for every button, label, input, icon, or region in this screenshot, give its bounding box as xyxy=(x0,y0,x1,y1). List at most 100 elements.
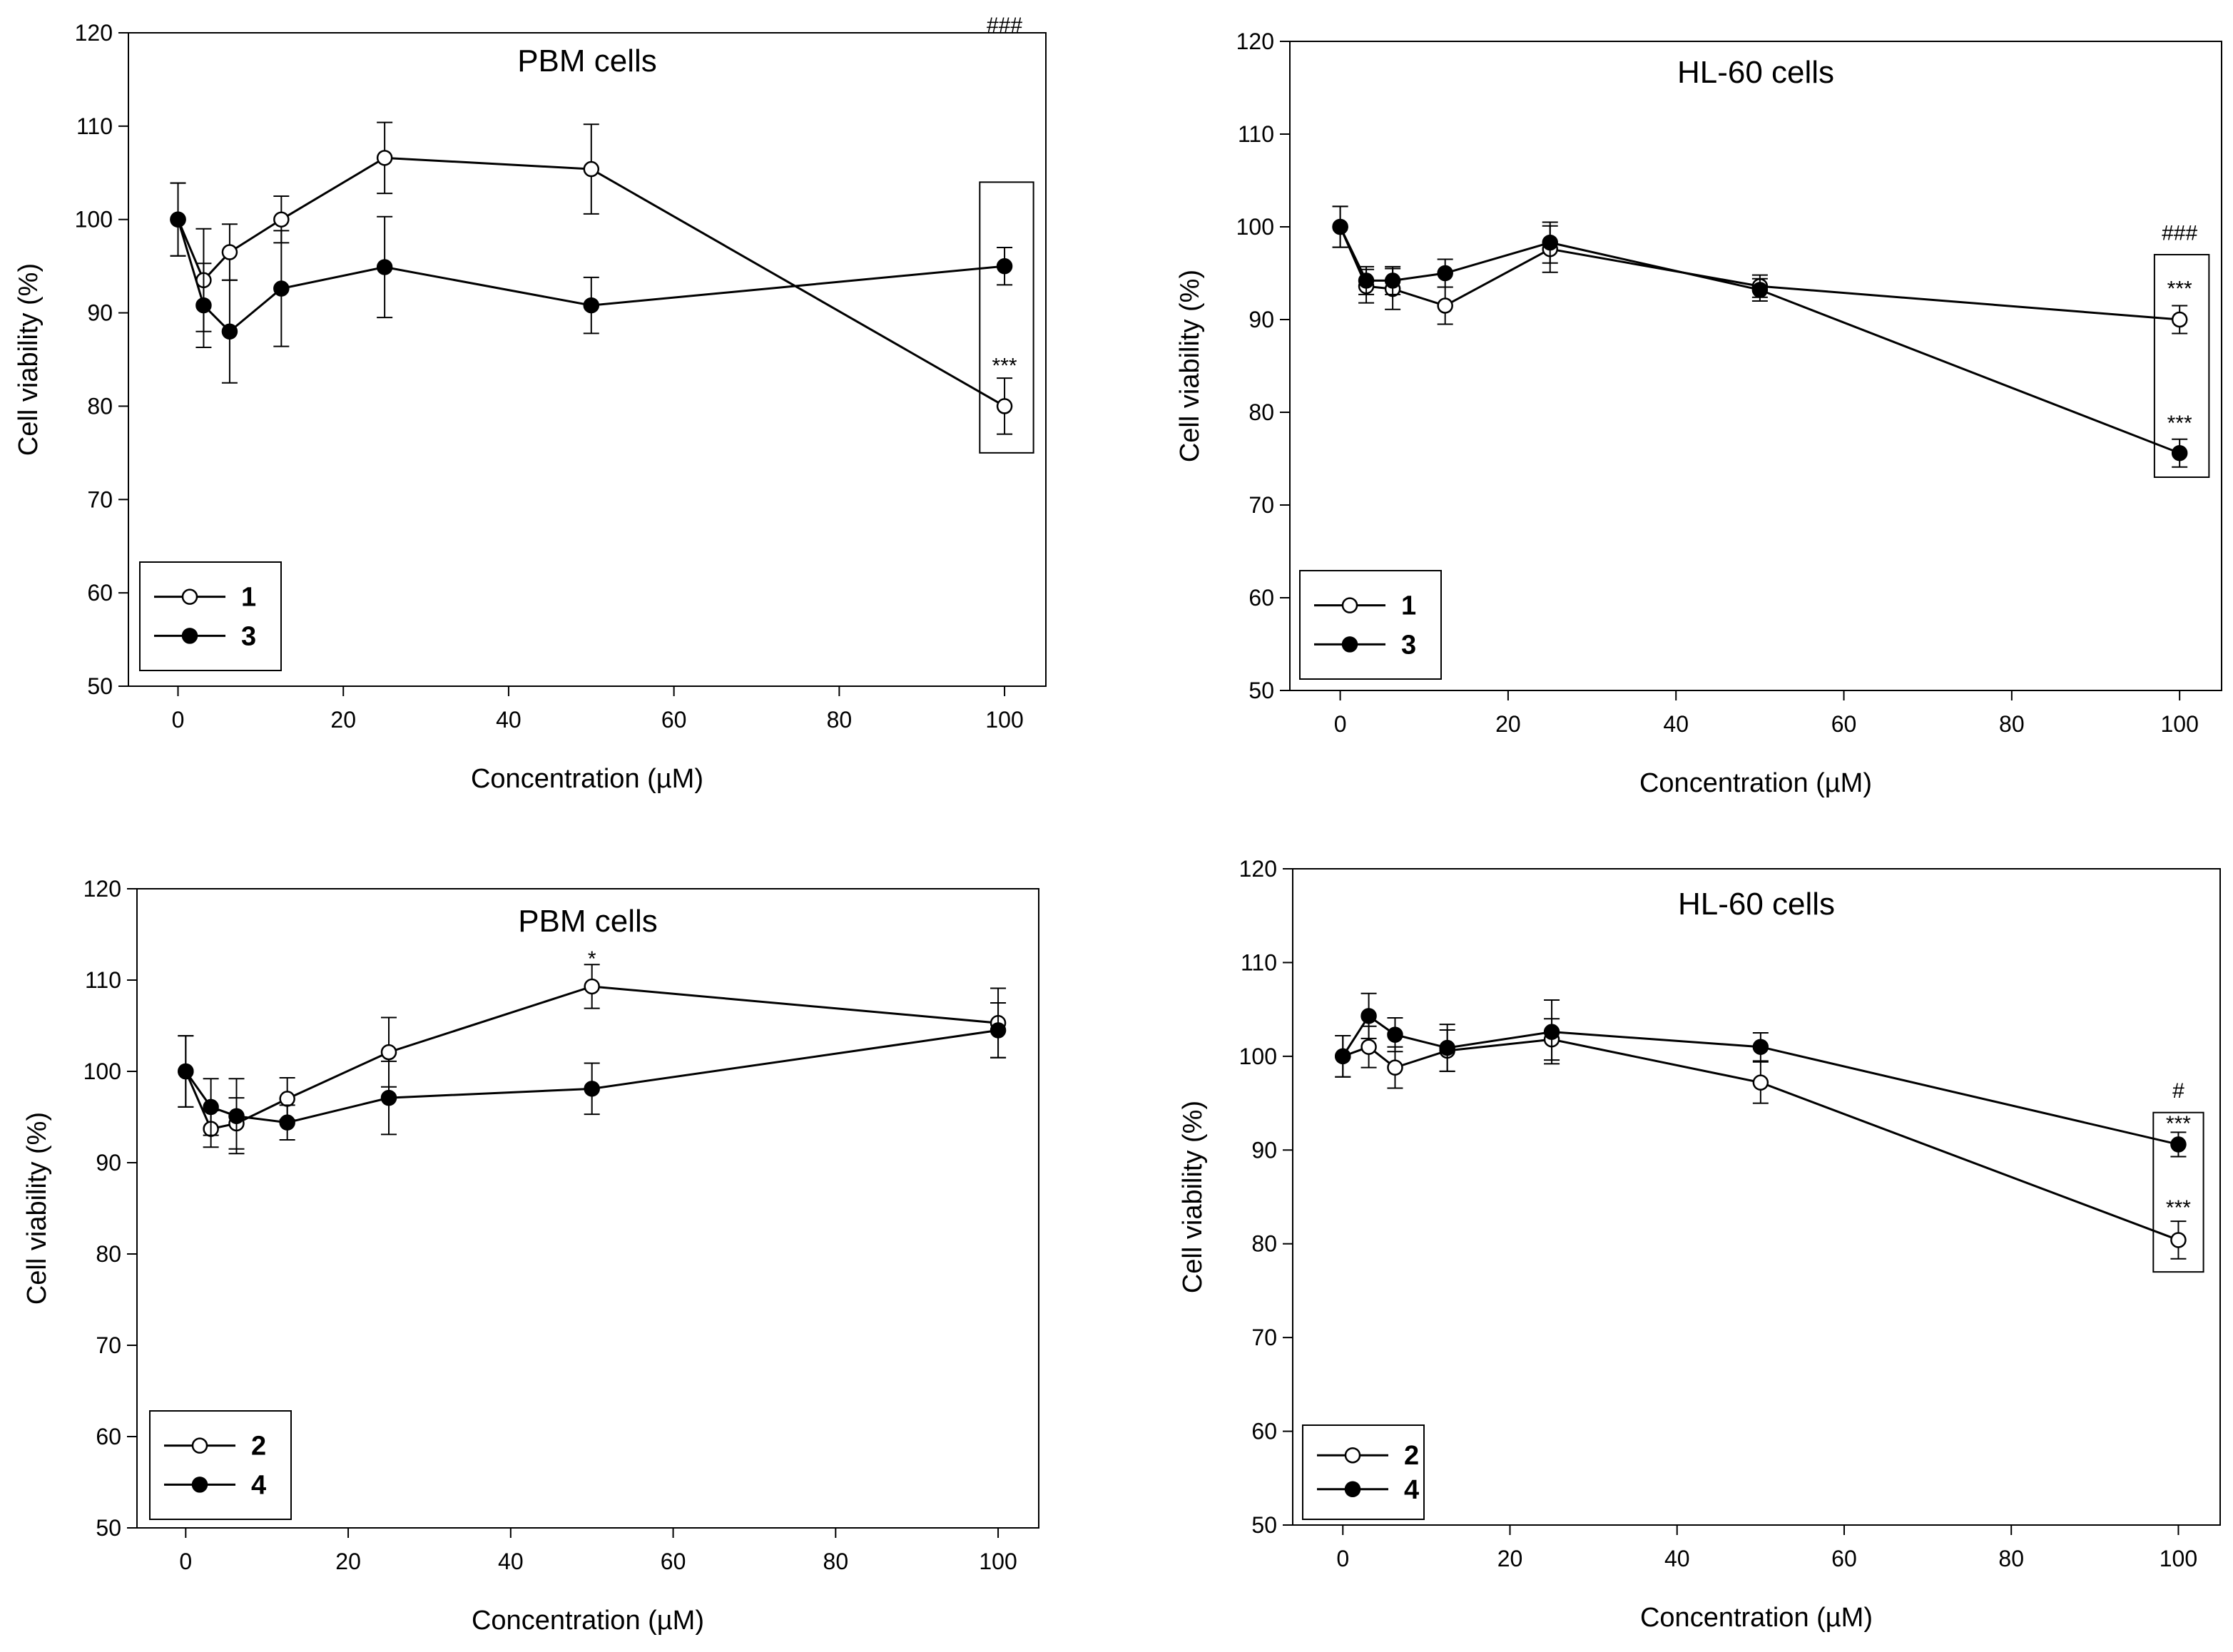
y-tick-label: 90 xyxy=(1251,1137,1277,1163)
data-point-4 xyxy=(228,1108,245,1124)
data-point-3 xyxy=(170,211,186,228)
legend-box xyxy=(149,1410,292,1520)
x-tick-label: 20 xyxy=(1495,711,1521,737)
significance-annotation: *** xyxy=(2167,412,2192,435)
legend-marker-4 xyxy=(1344,1481,1361,1498)
data-point-4 xyxy=(2170,1136,2187,1153)
data-point-2 xyxy=(584,978,600,995)
x-axis-label: Concentration (µM) xyxy=(471,764,703,794)
y-tick-label: 50 xyxy=(87,673,113,699)
data-point-2 xyxy=(2170,1232,2187,1248)
chart-title: HL-60 cells xyxy=(1678,887,1835,922)
data-point-3 xyxy=(273,280,290,297)
y-tick-label: 50 xyxy=(96,1515,121,1541)
chart-d-hl60-cells-2-4: 50 60 70 80 90 100 110 120 0 20 40 60 80 100 HL-60 cel… xyxy=(1178,856,2221,1633)
x-tick-label: 100 xyxy=(2160,711,2198,737)
data-point-2 xyxy=(1752,1074,1769,1091)
y-tick-label: 80 xyxy=(1248,399,1274,425)
significance-annotation: # xyxy=(2172,1079,2184,1103)
data-point-4 xyxy=(1335,1048,1351,1065)
y-axis-label: Cell viability (%) xyxy=(1178,1101,1208,1293)
x-tick-label: 0 xyxy=(1336,1546,1349,1571)
chart-title: PBM cells xyxy=(517,44,657,78)
y-tick-label: 60 xyxy=(87,580,113,606)
significance-annotation: *** xyxy=(2166,1112,2191,1136)
x-tick-label: 20 xyxy=(1497,1546,1523,1571)
series-line-3 xyxy=(1339,226,2180,454)
legend-label-1: 1 xyxy=(1401,591,1416,621)
data-point-1 xyxy=(583,160,600,178)
x-tick-label: 60 xyxy=(661,707,687,733)
legend-label-4: 4 xyxy=(1404,1475,1419,1505)
x-axis-label: Concentration (µM) xyxy=(472,1606,704,1636)
y-tick-label: 120 xyxy=(75,20,113,46)
plot-frame xyxy=(136,888,1039,1529)
y-tick-label: 80 xyxy=(96,1241,121,1267)
y-tick-label: 120 xyxy=(83,876,121,902)
data-point-1 xyxy=(2171,311,2188,328)
y-tick-label: 120 xyxy=(1236,29,1274,54)
x-tick-label: 80 xyxy=(1998,1546,2024,1571)
legend-label-1: 1 xyxy=(241,583,256,613)
data-point-3 xyxy=(1542,234,1558,251)
y-tick-label: 100 xyxy=(75,207,113,233)
legend-box xyxy=(139,561,282,671)
data-point-3 xyxy=(195,297,212,314)
x-tick-label: 80 xyxy=(1999,711,2025,737)
data-point-4 xyxy=(1439,1039,1455,1056)
legend-label-4: 4 xyxy=(251,1470,266,1500)
x-tick-label: 40 xyxy=(1664,1546,1690,1571)
x-tick-label: 20 xyxy=(335,1549,361,1574)
data-point-3 xyxy=(221,323,238,340)
data-point-3 xyxy=(2171,444,2188,462)
x-tick-label: 20 xyxy=(330,707,356,733)
y-tick-label: 100 xyxy=(1239,1044,1277,1069)
data-point-4 xyxy=(203,1098,219,1116)
data-point-3 xyxy=(1332,218,1348,235)
y-axis-label: Cell viability (%) xyxy=(22,1112,52,1305)
significance-box xyxy=(979,181,1034,454)
y-tick-label: 80 xyxy=(87,393,113,419)
data-point-4 xyxy=(1387,1026,1403,1043)
legend-marker-2 xyxy=(1344,1447,1361,1464)
x-tick-label: 40 xyxy=(1663,711,1689,737)
data-point-2 xyxy=(1387,1059,1403,1076)
y-tick-label: 70 xyxy=(1251,1325,1277,1350)
significance-annotation: *** xyxy=(2167,277,2192,301)
data-point-4 xyxy=(178,1063,194,1080)
y-tick-label: 70 xyxy=(1248,492,1274,518)
y-tick-label: 60 xyxy=(1251,1419,1277,1444)
significance-annotation: ### xyxy=(2162,222,2197,245)
y-tick-label: 70 xyxy=(87,486,113,512)
data-point-2 xyxy=(279,1091,295,1107)
y-tick-label: 110 xyxy=(85,967,121,993)
significance-annotation: * xyxy=(588,947,596,971)
data-point-4 xyxy=(1543,1024,1560,1040)
x-tick-label: 80 xyxy=(827,707,853,733)
x-axis-label: Concentration (µM) xyxy=(1639,768,1872,798)
legend-label-3: 3 xyxy=(1401,630,1416,660)
data-point-1 xyxy=(273,211,290,228)
data-point-4 xyxy=(279,1114,295,1131)
y-tick-label: 90 xyxy=(96,1150,121,1176)
chart-b-hl60-cells-1-3: 50 60 70 80 90 100 110 120 0 20 40 60 80 100 HL-60 cel… xyxy=(1175,29,2222,798)
legend-marker-4 xyxy=(191,1477,208,1493)
data-point-2 xyxy=(1360,1039,1377,1055)
legend-label-3: 3 xyxy=(241,621,256,651)
significance-box xyxy=(2153,254,2210,478)
data-point-4 xyxy=(380,1089,397,1106)
x-tick-label: 80 xyxy=(823,1549,849,1574)
x-tick-label: 40 xyxy=(496,707,522,733)
y-tick-label: 60 xyxy=(96,1424,121,1449)
y-tick-label: 110 xyxy=(76,113,113,139)
data-point-1 xyxy=(1437,297,1453,314)
data-point-4 xyxy=(584,1081,600,1097)
y-tick-label: 110 xyxy=(1238,121,1274,147)
data-point-3 xyxy=(376,259,393,275)
legend-label-2: 2 xyxy=(1404,1441,1419,1471)
data-point-4 xyxy=(990,1022,1007,1039)
y-tick-label: 110 xyxy=(1241,949,1277,975)
legend-marker-3 xyxy=(181,628,198,644)
data-point-3 xyxy=(996,258,1013,275)
x-tick-label: 100 xyxy=(979,1549,1017,1574)
